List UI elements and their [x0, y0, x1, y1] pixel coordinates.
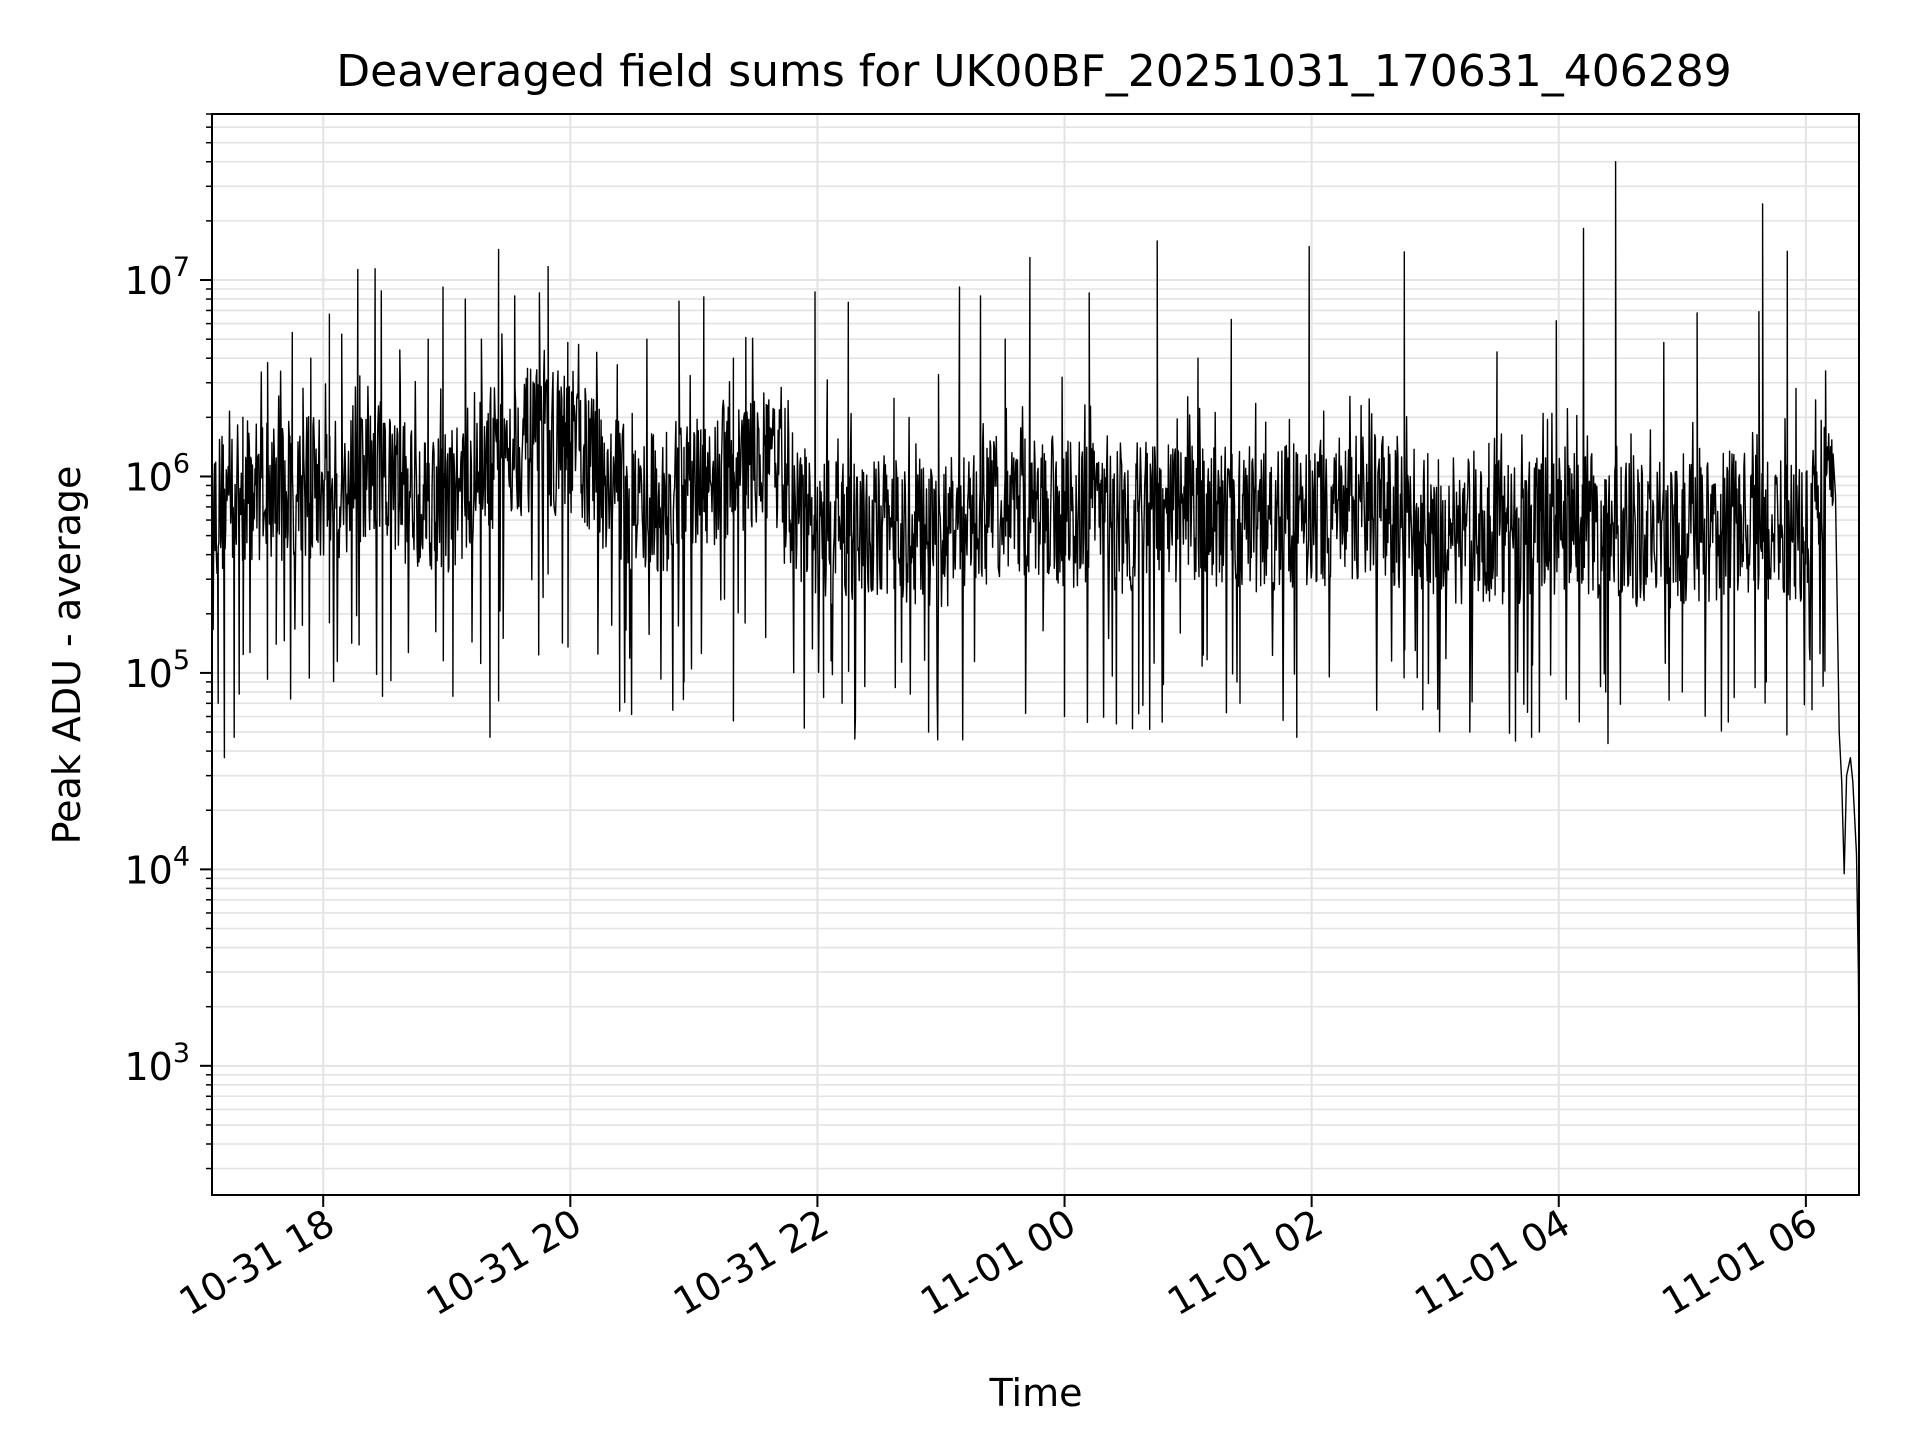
y-axis-label: Peak ADU - average	[45, 466, 89, 845]
y-tick-label: 104	[124, 841, 190, 892]
chart-title: Deaveraged field sums for UK00BF_2025103…	[336, 46, 1731, 97]
x-axis-label: Time	[989, 1371, 1083, 1415]
series-layer	[211, 161, 1860, 1066]
y-tick-label: 105	[124, 645, 190, 696]
plot-frame	[211, 113, 1860, 1196]
y-tick-label: 103	[124, 1038, 190, 1089]
y-tick-label: 106	[124, 448, 190, 499]
y-tick-label: 107	[124, 252, 190, 303]
series-line	[211, 161, 1860, 1066]
